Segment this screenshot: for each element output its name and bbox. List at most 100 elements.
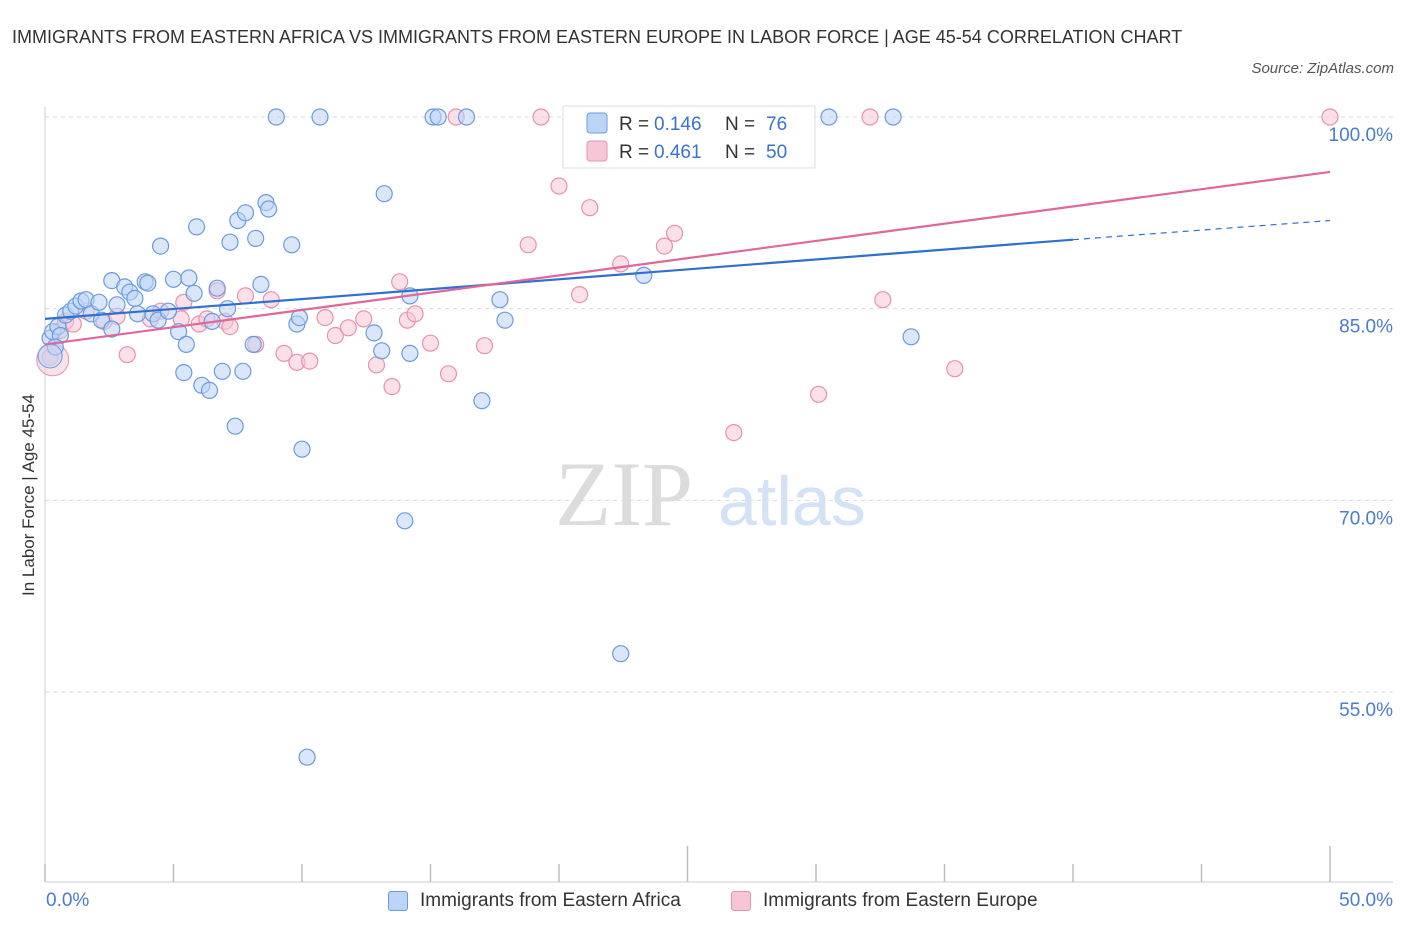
eastern-africa-point-57 bbox=[375, 185, 393, 203]
eastern-africa-point-28 bbox=[175, 364, 193, 382]
eastern-africa-point-35 bbox=[208, 279, 226, 297]
trend-line-eastern-europe bbox=[44, 170, 1331, 346]
watermark-atlas: atlas bbox=[718, 462, 866, 540]
eastern-europe-point-41 bbox=[612, 255, 630, 273]
eastern-europe-point-38 bbox=[550, 177, 568, 195]
x-ticks bbox=[44, 846, 1331, 882]
eastern-europe-point-49 bbox=[874, 291, 892, 309]
grid-lines bbox=[45, 116, 1393, 693]
eastern-europe-point-24 bbox=[326, 326, 344, 345]
legend-r-label-pink: R = bbox=[619, 142, 649, 163]
axes bbox=[44, 107, 1393, 883]
eastern-africa-point-18 bbox=[128, 305, 147, 323]
eastern-europe-point-32 bbox=[421, 334, 440, 352]
eastern-africa-point-68 bbox=[820, 108, 838, 126]
legend-bottom: Immigrants from Eastern Africa Immigrant… bbox=[0, 884, 1406, 920]
eastern-africa-point-12 bbox=[103, 320, 121, 338]
eastern-africa-point-56 bbox=[373, 342, 391, 360]
eastern-europe-point-7 bbox=[118, 346, 136, 364]
eastern-africa-point-24 bbox=[159, 302, 177, 320]
chart-title: IMMIGRANTS FROM EASTERN AFRICA VS IMMIGR… bbox=[12, 27, 1183, 47]
eastern-europe-point-37 bbox=[532, 108, 550, 126]
watermark-zip: ZIP bbox=[555, 443, 693, 545]
legend-n-label-pink: N = bbox=[725, 142, 755, 163]
eastern-europe-point-50 bbox=[946, 360, 964, 378]
legend-n-label-blue: N = bbox=[725, 114, 755, 135]
legend-label-eastern-europe: Immigrants from Eastern Europe bbox=[763, 890, 1038, 911]
eastern-africa-point-30 bbox=[185, 284, 203, 302]
eastern-europe-point-28 bbox=[383, 378, 401, 396]
trend-lines bbox=[44, 170, 1331, 346]
eastern-africa-point-64 bbox=[491, 291, 509, 309]
eastern-europe-point-36 bbox=[519, 236, 537, 254]
eastern-africa-point-58 bbox=[396, 512, 414, 530]
eastern-africa-point-48 bbox=[267, 108, 285, 126]
legend-top: R = 0.146 N = 76 R = 0.461 N = 50 bbox=[562, 105, 816, 169]
x-tick-label-max: 50.0% bbox=[1339, 890, 1393, 911]
eastern-europe-point-51 bbox=[1321, 108, 1339, 126]
eastern-africa-point-44 bbox=[247, 229, 265, 247]
legend-item-eastern-europe: Immigrants from Eastern Europe bbox=[731, 890, 1038, 912]
eastern-europe-point-17 bbox=[236, 287, 255, 305]
eastern-africa-cluster-point bbox=[37, 343, 63, 369]
eastern-africa-point-55 bbox=[365, 324, 383, 342]
eastern-africa-point-29 bbox=[180, 269, 198, 287]
eastern-europe-point-33 bbox=[439, 365, 458, 383]
x-tick-label-min: 0.0% bbox=[46, 890, 90, 911]
eastern-europe-point-22 bbox=[301, 352, 319, 370]
eastern-europe-point-43 bbox=[665, 224, 684, 242]
eastern-europe-point-19 bbox=[262, 291, 280, 309]
watermark: ZIP atlas bbox=[555, 443, 866, 545]
eastern-africa-point-49 bbox=[283, 236, 301, 254]
eastern-europe-point-23 bbox=[316, 309, 334, 327]
eastern-europe-point-26 bbox=[355, 310, 373, 328]
eastern-africa-point-38 bbox=[221, 233, 239, 251]
eastern-africa-point-13 bbox=[108, 296, 126, 314]
y-tick-label-70: 70.0% bbox=[1339, 508, 1393, 529]
eastern-africa-point-25 bbox=[164, 270, 183, 288]
eastern-africa-point-54 bbox=[311, 108, 329, 126]
y-tick-label-55: 55.0% bbox=[1339, 700, 1393, 721]
eastern-europe-point-35 bbox=[475, 337, 494, 355]
eastern-africa-point-43 bbox=[244, 335, 262, 353]
eastern-europe-point-45 bbox=[725, 424, 743, 442]
trend-line-eastern-africa-extension bbox=[1072, 219, 1331, 241]
eastern-africa-point-53 bbox=[298, 748, 316, 766]
eastern-europe-point-40 bbox=[581, 199, 599, 217]
eastern-africa-point-70 bbox=[902, 328, 920, 346]
eastern-africa-point-27 bbox=[177, 335, 195, 353]
eastern-africa-point-42 bbox=[236, 204, 255, 222]
eastern-africa-point-62 bbox=[457, 108, 476, 126]
legend-swatch-eastern-europe bbox=[731, 891, 751, 911]
eastern-africa-point-23 bbox=[152, 237, 170, 255]
legend-label-eastern-africa: Immigrants from Eastern Africa bbox=[420, 890, 681, 911]
eastern-africa-point-39 bbox=[226, 417, 244, 435]
y-tick-labels: 55.0% 70.0% 85.0% 100.0% bbox=[1329, 125, 1394, 721]
eastern-europe-point-20 bbox=[275, 344, 293, 362]
eastern-africa-point-60 bbox=[401, 344, 419, 362]
eastern-africa-point-45 bbox=[252, 275, 270, 293]
eastern-europe-point-29 bbox=[391, 273, 409, 291]
trend-line-eastern-africa bbox=[44, 238, 1074, 320]
eastern-africa-point-31 bbox=[188, 218, 206, 236]
eastern-africa-point-69 bbox=[884, 108, 902, 126]
legend-n-value-blue: 76 bbox=[766, 114, 787, 135]
eastern-europe-point-47 bbox=[809, 385, 828, 403]
eastern-africa-point-71 bbox=[429, 108, 447, 126]
eastern-africa-point-20 bbox=[139, 274, 157, 292]
eastern-europe-point-25 bbox=[339, 319, 357, 337]
eastern-africa-point-36 bbox=[213, 362, 231, 380]
eastern-africa-point-41 bbox=[234, 362, 252, 380]
eastern-africa-point-52 bbox=[293, 440, 311, 458]
eastern-africa-point-67 bbox=[635, 266, 653, 284]
eastern-africa-point-10 bbox=[90, 293, 108, 311]
legend-n-value-pink: 50 bbox=[766, 142, 787, 163]
eastern-africa-point-47 bbox=[260, 200, 278, 218]
legend-r-value-pink: 0.461 bbox=[654, 142, 702, 163]
eastern-europe-point-48 bbox=[861, 108, 879, 126]
y-axis-label: In Labor Force | Age 45-54 bbox=[19, 394, 38, 596]
legend-r-label-blue: R = bbox=[619, 114, 649, 135]
y-tick-label-85: 85.0% bbox=[1339, 317, 1393, 338]
eastern-africa-point-63 bbox=[473, 392, 491, 410]
